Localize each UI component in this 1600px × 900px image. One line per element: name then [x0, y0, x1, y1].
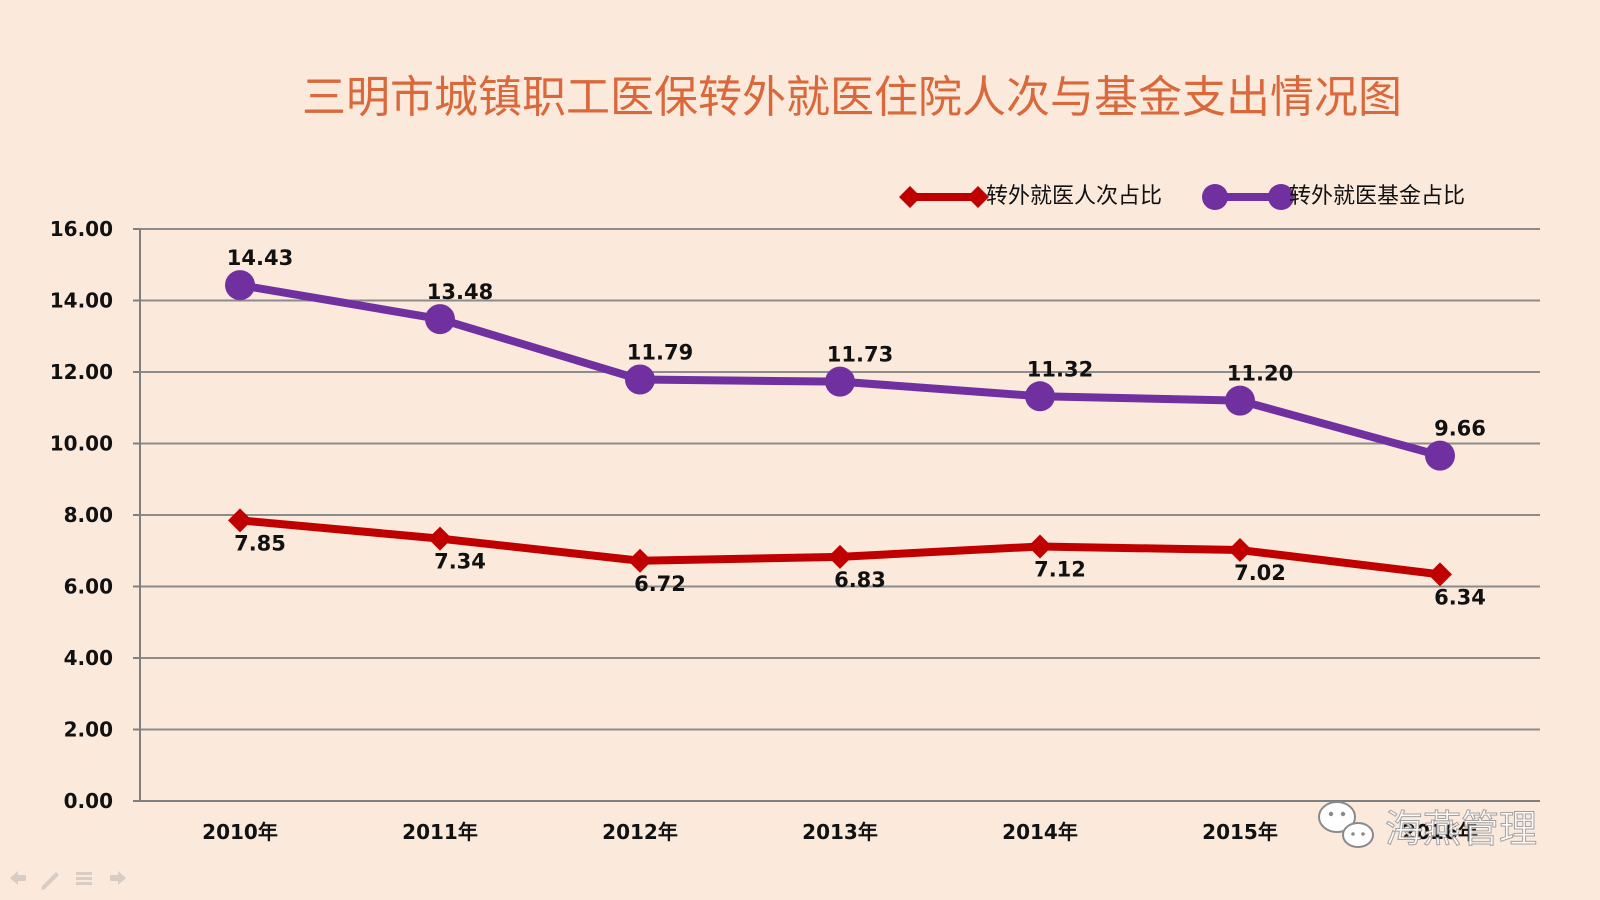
watermark-text: 海燕管理 — [1385, 807, 1537, 851]
data-label: 11.32 — [1027, 357, 1093, 381]
y-tick-label: 8.00 — [64, 503, 113, 527]
x-tick-label: 2013年 — [802, 820, 878, 844]
data-point-marker — [1428, 562, 1452, 587]
series-1: 7.85 7.34 6.72 6.83 7.12 7.02 6.34 — [228, 508, 1486, 609]
data-point-marker — [1028, 534, 1052, 559]
data-label: 13.48 — [427, 280, 493, 304]
series-group: 7.85 7.34 6.72 6.83 7.12 7.02 6.34 14.43 13.48 11… — [225, 246, 1486, 609]
data-point-marker — [825, 366, 855, 397]
data-point-marker — [428, 526, 452, 551]
legend-marker-circle — [1268, 184, 1294, 210]
data-label: 14.43 — [227, 246, 293, 270]
x-tick-label: 2011年 — [402, 820, 478, 844]
data-point-marker — [1025, 381, 1055, 412]
data-label: 9.66 — [1434, 417, 1486, 441]
data-label: 7.12 — [1034, 557, 1086, 581]
data-point-marker — [1225, 385, 1255, 416]
data-label: 7.34 — [434, 550, 486, 574]
data-label: 7.85 — [234, 531, 286, 555]
prev-arrow-icon[interactable] — [10, 871, 26, 885]
data-point-marker — [1228, 538, 1252, 563]
x-tick-label: 2014年 — [1002, 820, 1078, 844]
legend-marker-circle — [1202, 184, 1228, 210]
data-label: 11.20 — [1227, 362, 1293, 386]
data-label: 7.02 — [1234, 561, 1286, 585]
data-label: 11.73 — [827, 343, 893, 367]
chart-title: 三明市城镇职工医保转外就医住院人次与基金支出情况图 — [302, 72, 1402, 123]
legend-label-series-1: 转外就医人次占比 — [986, 184, 1162, 209]
y-tick-label: 16.00 — [50, 217, 113, 241]
data-label: 6.72 — [634, 572, 686, 596]
x-tick-label: 2015年 — [1202, 820, 1278, 844]
y-tick-label: 12.00 — [50, 360, 113, 384]
gridlines — [140, 228, 1540, 731]
data-label: 11.79 — [627, 341, 693, 365]
data-label: 6.83 — [834, 568, 886, 592]
y-tick-label: 14.00 — [50, 289, 113, 313]
x-tick-label: 2010年 — [202, 820, 278, 844]
y-tick-label: 2.00 — [64, 718, 113, 742]
legend-item-series-1: 转外就医人次占比 — [899, 184, 1162, 209]
legend-marker-diamond — [967, 186, 989, 208]
menu-icon[interactable] — [76, 872, 92, 885]
legend: 转外就医人次占比 转外就医基金占比 — [899, 184, 1465, 210]
data-point-marker — [625, 364, 655, 395]
data-point-marker — [628, 548, 652, 573]
pen-icon[interactable] — [41, 872, 59, 890]
legend-item-series-2: 转外就医基金占比 — [1202, 184, 1465, 210]
legend-marker-diamond — [899, 186, 921, 208]
data-label: 6.34 — [1434, 585, 1486, 609]
wechat-icon — [1318, 801, 1374, 848]
y-axis-ticks: 0.00 2.00 4.00 6.00 8.00 10.00 12.00 14.00 16.00 — [50, 217, 140, 813]
data-point-marker — [425, 304, 455, 335]
y-tick-label: 10.00 — [50, 432, 113, 456]
x-axis-ticks: 2010年 2011年 2012年 2013年 2014年 2015年 2016年 — [202, 820, 1478, 844]
series-2: 14.43 13.48 11.79 11.73 11.32 11.20 9.66 — [225, 246, 1486, 471]
y-tick-label: 4.00 — [64, 646, 113, 670]
data-point-marker — [228, 508, 252, 533]
next-arrow-icon[interactable] — [110, 871, 126, 885]
data-point-marker — [225, 270, 255, 301]
slide-nav — [10, 871, 126, 890]
x-tick-label: 2016年 — [1402, 820, 1478, 844]
data-point-marker — [828, 544, 852, 569]
y-tick-label: 6.00 — [64, 575, 113, 599]
data-point-marker — [1425, 440, 1455, 471]
watermark: 海燕管理 — [1318, 801, 1538, 852]
y-tick-label: 0.00 — [64, 789, 113, 813]
legend-label-series-2: 转外就医基金占比 — [1289, 184, 1465, 209]
x-tick-label: 2012年 — [602, 820, 678, 844]
